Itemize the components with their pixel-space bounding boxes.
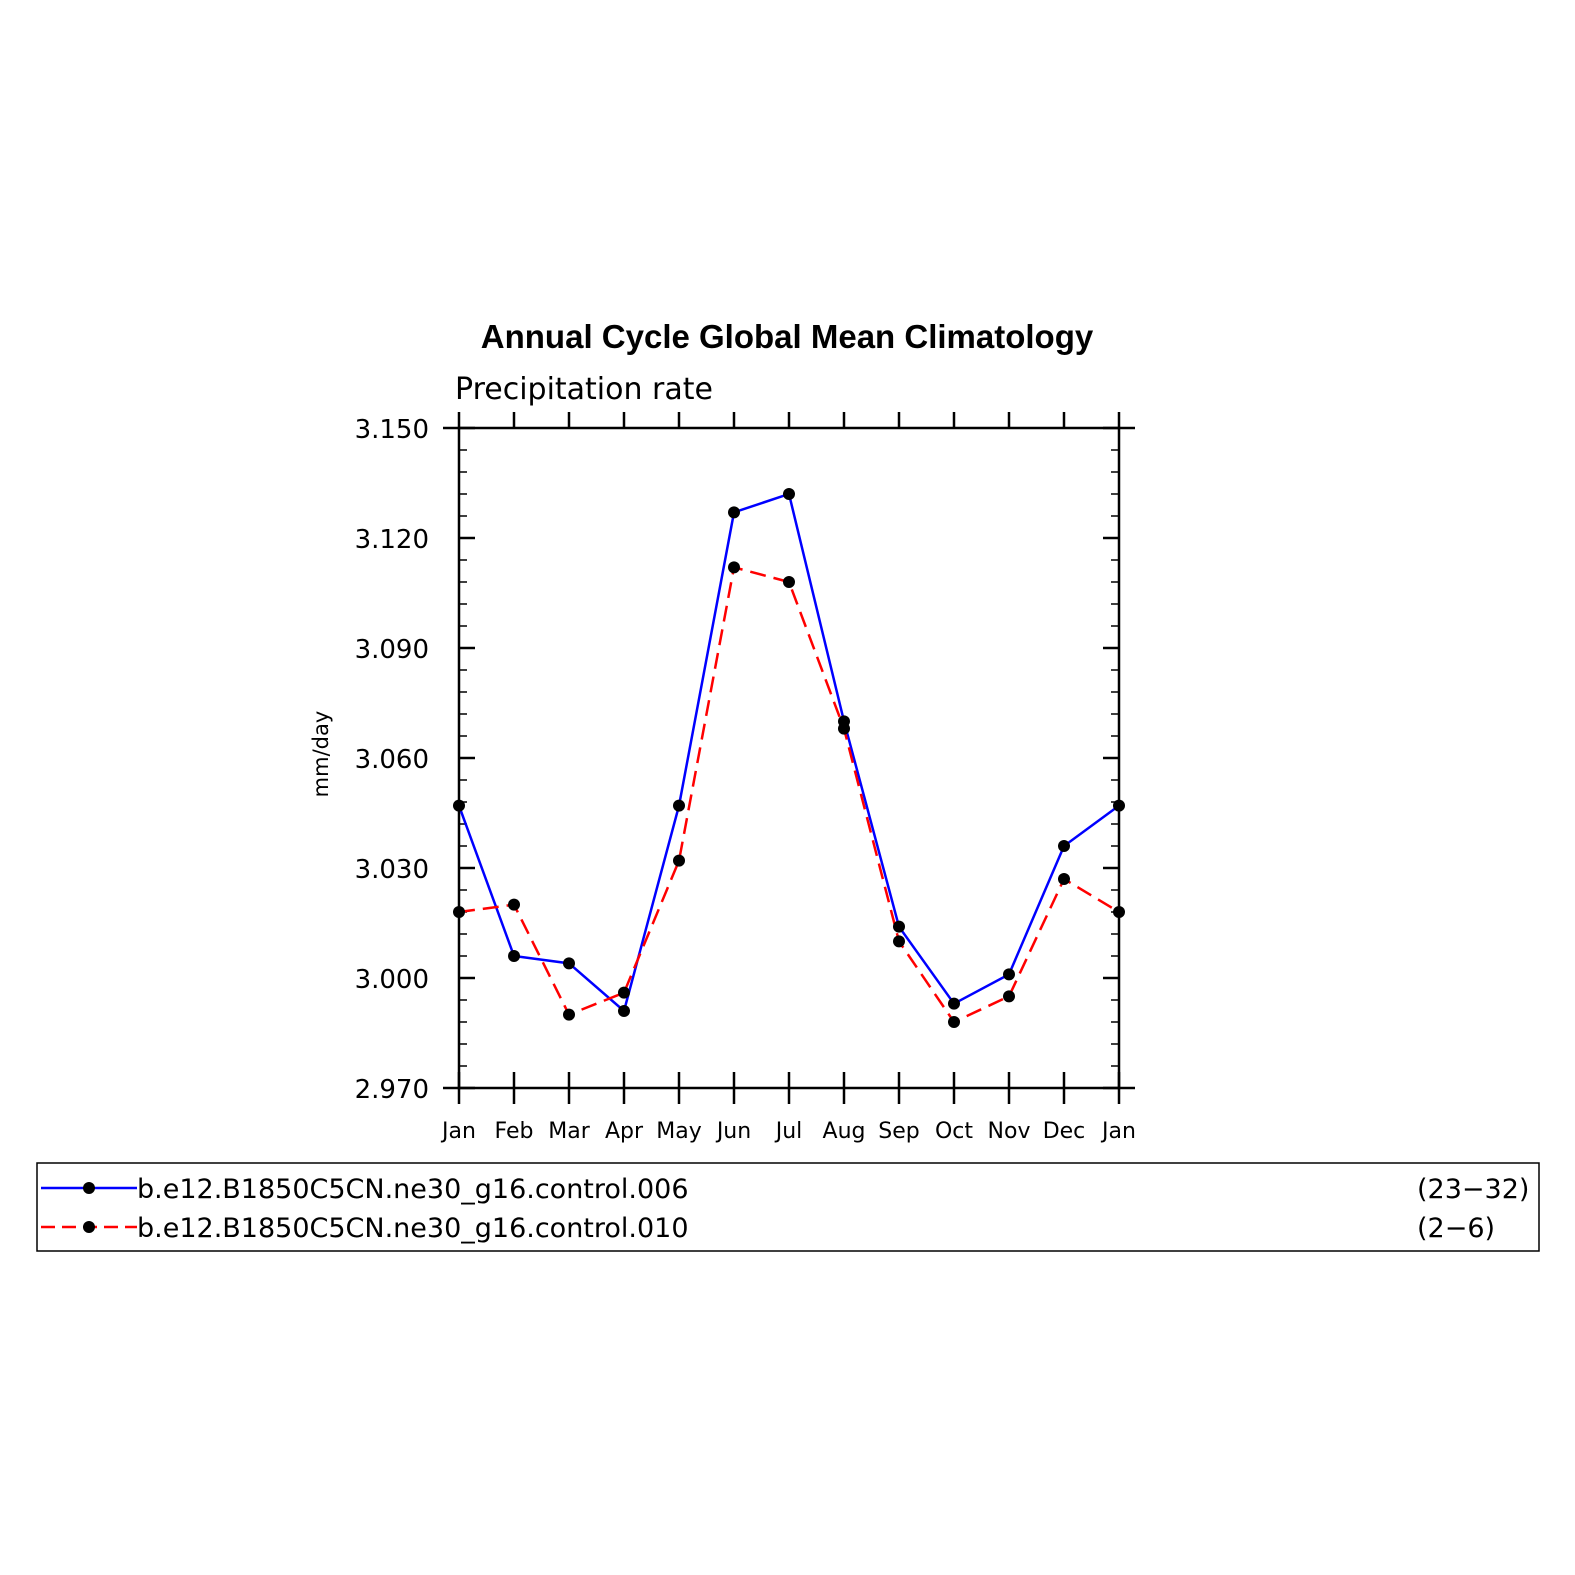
chart-title: Annual Cycle Global Mean Climatology xyxy=(481,318,1094,355)
legend: b.e12.B1850C5CN.ne30_g16.control.006 (23−… xyxy=(36,1162,1540,1252)
data-point-1 xyxy=(453,799,465,812)
data-point-2 xyxy=(893,935,905,948)
y-tick-label: 3.090 xyxy=(355,635,429,665)
data-point-2 xyxy=(783,576,795,588)
data-point-1 xyxy=(1003,968,1015,981)
y-tick-label: 3.120 xyxy=(355,525,429,555)
x-tick-label: Feb xyxy=(495,1119,534,1144)
data-point-1 xyxy=(893,920,905,933)
x-tick-label: Dec xyxy=(1043,1119,1086,1144)
x-tick-label: Jun xyxy=(715,1119,751,1144)
data-point-2 xyxy=(563,1008,575,1021)
data-point-1 xyxy=(563,957,575,970)
data-point-1 xyxy=(948,997,960,1010)
x-tick-label: Aug xyxy=(823,1119,866,1144)
y-tick-label: 3.060 xyxy=(355,745,429,775)
series-markers xyxy=(453,488,1125,1028)
x-tick-label: Mar xyxy=(548,1119,590,1144)
legend-marker-2 xyxy=(83,1221,95,1233)
plot-frame xyxy=(457,426,1121,1090)
x-tick-label: Nov xyxy=(988,1119,1031,1144)
data-point-2 xyxy=(838,722,850,735)
series-line-1 xyxy=(457,492,1120,1014)
series-line-2 xyxy=(458,565,1120,1024)
y-tick-label: 2.970 xyxy=(355,1075,429,1105)
y-tick-label: 3.150 xyxy=(355,415,429,445)
data-point-2 xyxy=(618,986,630,999)
data-point-1 xyxy=(728,506,740,519)
axes: 3.150 3.120 3.090 3.060 3.030 3.000 2.970 Jan Fe… xyxy=(355,412,1136,1144)
y-axis-label: mm/day xyxy=(309,711,333,798)
x-tick-label: Jan xyxy=(440,1119,476,1144)
legend-years-2: (2−6) xyxy=(1417,1213,1495,1244)
data-point-1 xyxy=(1113,799,1125,812)
data-point-1 xyxy=(673,799,685,812)
data-point-2 xyxy=(728,561,740,574)
x-tick-label: Oct xyxy=(935,1119,973,1144)
data-point-1 xyxy=(508,950,520,962)
data-point-2 xyxy=(453,906,465,918)
x-tick-label: Sep xyxy=(878,1119,919,1144)
x-tick-label: Apr xyxy=(605,1119,644,1144)
data-point-1 xyxy=(783,488,795,500)
y-tick-label: 3.000 xyxy=(355,965,429,995)
data-point-2 xyxy=(508,898,520,911)
legend-label-2: b.e12.B1850C5CN.ne30_g16.control.010 xyxy=(137,1213,689,1244)
legend-label-1: b.e12.B1850C5CN.ne30_g16.control.006 xyxy=(137,1174,689,1205)
x-tick-label: Jan xyxy=(1100,1119,1136,1144)
data-point-2 xyxy=(1003,990,1015,1003)
data-point-2 xyxy=(1113,906,1125,918)
legend-years-1: (23−32) xyxy=(1417,1174,1529,1205)
series-lines xyxy=(457,492,1120,1024)
data-point-1 xyxy=(1058,840,1070,852)
data-point-2 xyxy=(673,854,685,867)
data-point-2 xyxy=(948,1016,960,1028)
data-point-1 xyxy=(618,1005,630,1017)
x-tick-label: May xyxy=(656,1119,701,1144)
chart-subtitle: Precipitation rate xyxy=(455,372,713,407)
data-point-2 xyxy=(1058,873,1070,885)
y-tick-label: 3.030 xyxy=(355,855,429,885)
legend-marker-1 xyxy=(83,1182,95,1194)
x-tick-label: Jul xyxy=(774,1119,803,1144)
legend-box xyxy=(36,1162,1540,1252)
